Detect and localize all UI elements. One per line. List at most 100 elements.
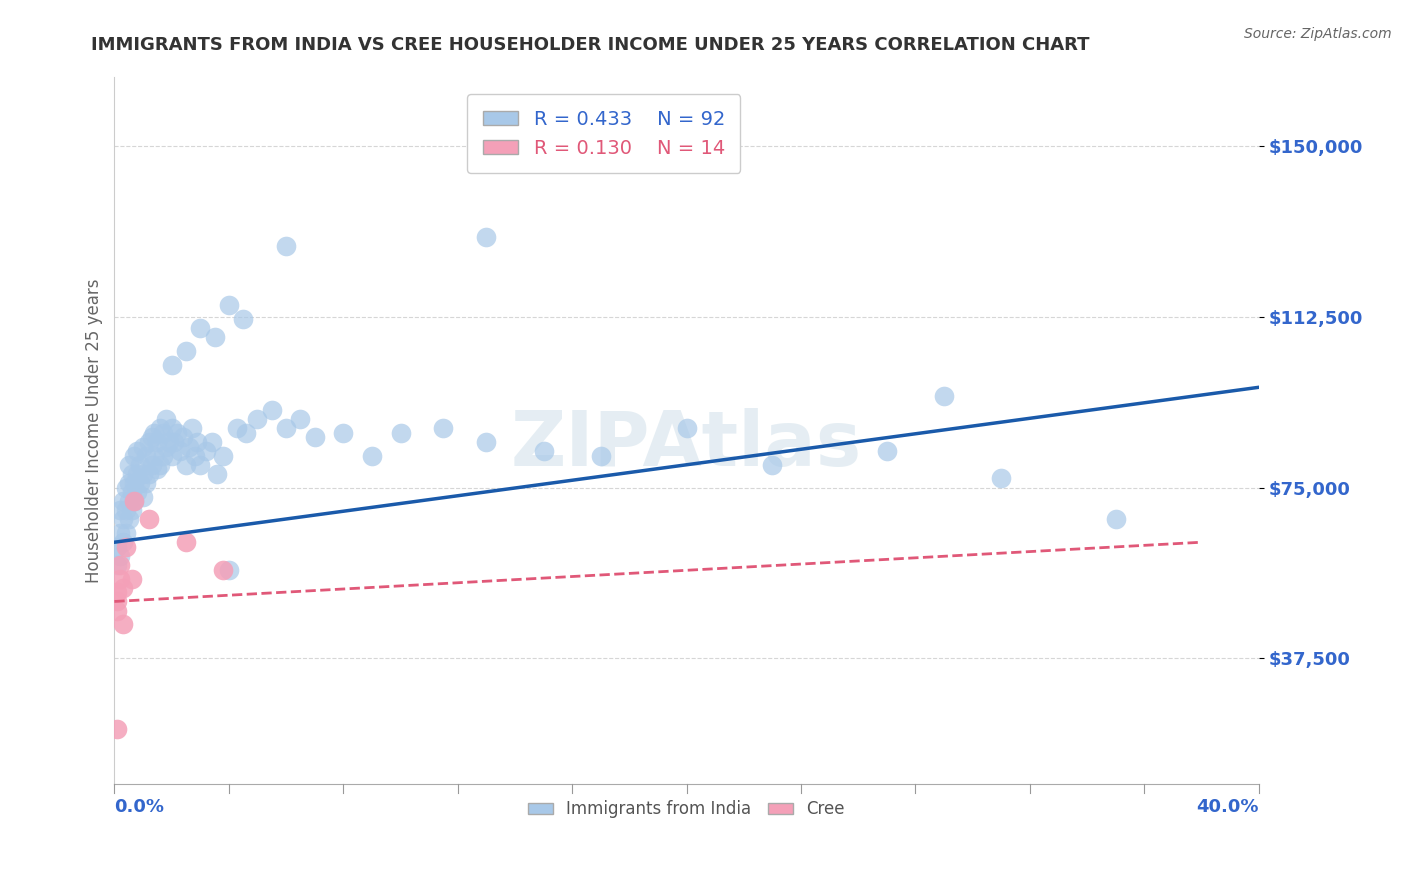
Point — [105, 594, 128, 608]
Point — [177, 440, 200, 454]
Point — [304, 430, 326, 444]
Text: 40.0%: 40.0% — [1197, 798, 1258, 816]
Point — [332, 425, 354, 440]
Point — [115, 503, 138, 517]
Point — [260, 403, 283, 417]
Point — [218, 298, 240, 312]
Point — [127, 444, 149, 458]
Point — [589, 449, 612, 463]
Point — [218, 563, 240, 577]
Point — [475, 230, 498, 244]
Y-axis label: Householder Income Under 25 years: Householder Income Under 25 years — [86, 278, 103, 582]
Point — [121, 467, 143, 481]
Point — [118, 458, 141, 472]
Point — [111, 494, 134, 508]
Point — [475, 434, 498, 449]
Point — [111, 535, 134, 549]
Point — [124, 494, 146, 508]
Point — [118, 475, 141, 490]
Point — [115, 526, 138, 541]
Point — [157, 434, 180, 449]
Point — [115, 540, 138, 554]
Point — [204, 330, 226, 344]
Point — [183, 449, 205, 463]
Point — [180, 421, 202, 435]
Text: Source: ZipAtlas.com: Source: ZipAtlas.com — [1244, 27, 1392, 41]
Point — [135, 475, 157, 490]
Point — [1105, 512, 1128, 526]
Point — [186, 434, 208, 449]
Point — [105, 558, 128, 572]
Point — [207, 467, 229, 481]
Point — [990, 471, 1012, 485]
Point — [155, 412, 177, 426]
Point — [121, 485, 143, 500]
Point — [188, 458, 211, 472]
Point — [274, 421, 297, 435]
Point — [235, 425, 257, 440]
Point — [127, 467, 149, 481]
Point — [169, 444, 191, 458]
Point — [152, 425, 174, 440]
Point — [232, 312, 254, 326]
Point — [226, 421, 249, 435]
Point — [108, 572, 131, 586]
Point — [290, 412, 312, 426]
Point — [124, 475, 146, 490]
Point — [761, 458, 783, 472]
Point — [201, 434, 224, 449]
Point — [121, 572, 143, 586]
Point — [105, 604, 128, 618]
Point — [111, 617, 134, 632]
Point — [108, 549, 131, 563]
Point — [105, 722, 128, 736]
Point — [146, 462, 169, 476]
Point — [432, 421, 454, 435]
Point — [172, 430, 194, 444]
Point — [160, 421, 183, 435]
Point — [132, 490, 155, 504]
Point — [533, 444, 555, 458]
Point — [143, 425, 166, 440]
Point — [138, 512, 160, 526]
Point — [163, 434, 186, 449]
Point — [141, 458, 163, 472]
Point — [675, 148, 697, 162]
Point — [111, 581, 134, 595]
Point — [361, 449, 384, 463]
Point — [149, 458, 172, 472]
Point — [115, 481, 138, 495]
Point — [155, 440, 177, 454]
Point — [127, 485, 149, 500]
Point — [188, 321, 211, 335]
Point — [194, 444, 217, 458]
Text: 0.0%: 0.0% — [114, 798, 165, 816]
Point — [108, 558, 131, 572]
Point — [932, 389, 955, 403]
Point — [138, 434, 160, 449]
Point — [160, 449, 183, 463]
Text: ZIPAtlas: ZIPAtlas — [510, 408, 862, 482]
Point — [149, 421, 172, 435]
Point — [143, 449, 166, 463]
Point — [146, 434, 169, 449]
Point — [105, 540, 128, 554]
Point — [675, 421, 697, 435]
Point — [152, 449, 174, 463]
Point — [876, 444, 898, 458]
Point — [212, 449, 235, 463]
Point — [118, 494, 141, 508]
Point — [118, 512, 141, 526]
Point — [135, 449, 157, 463]
Point — [108, 503, 131, 517]
Point — [138, 467, 160, 481]
Point — [174, 458, 197, 472]
Point — [129, 458, 152, 472]
Point — [274, 239, 297, 253]
Point — [174, 535, 197, 549]
Point — [160, 358, 183, 372]
Point — [105, 585, 128, 599]
Point — [111, 512, 134, 526]
Point — [132, 440, 155, 454]
Text: IMMIGRANTS FROM INDIA VS CREE HOUSEHOLDER INCOME UNDER 25 YEARS CORRELATION CHAR: IMMIGRANTS FROM INDIA VS CREE HOUSEHOLDE… — [91, 36, 1090, 54]
